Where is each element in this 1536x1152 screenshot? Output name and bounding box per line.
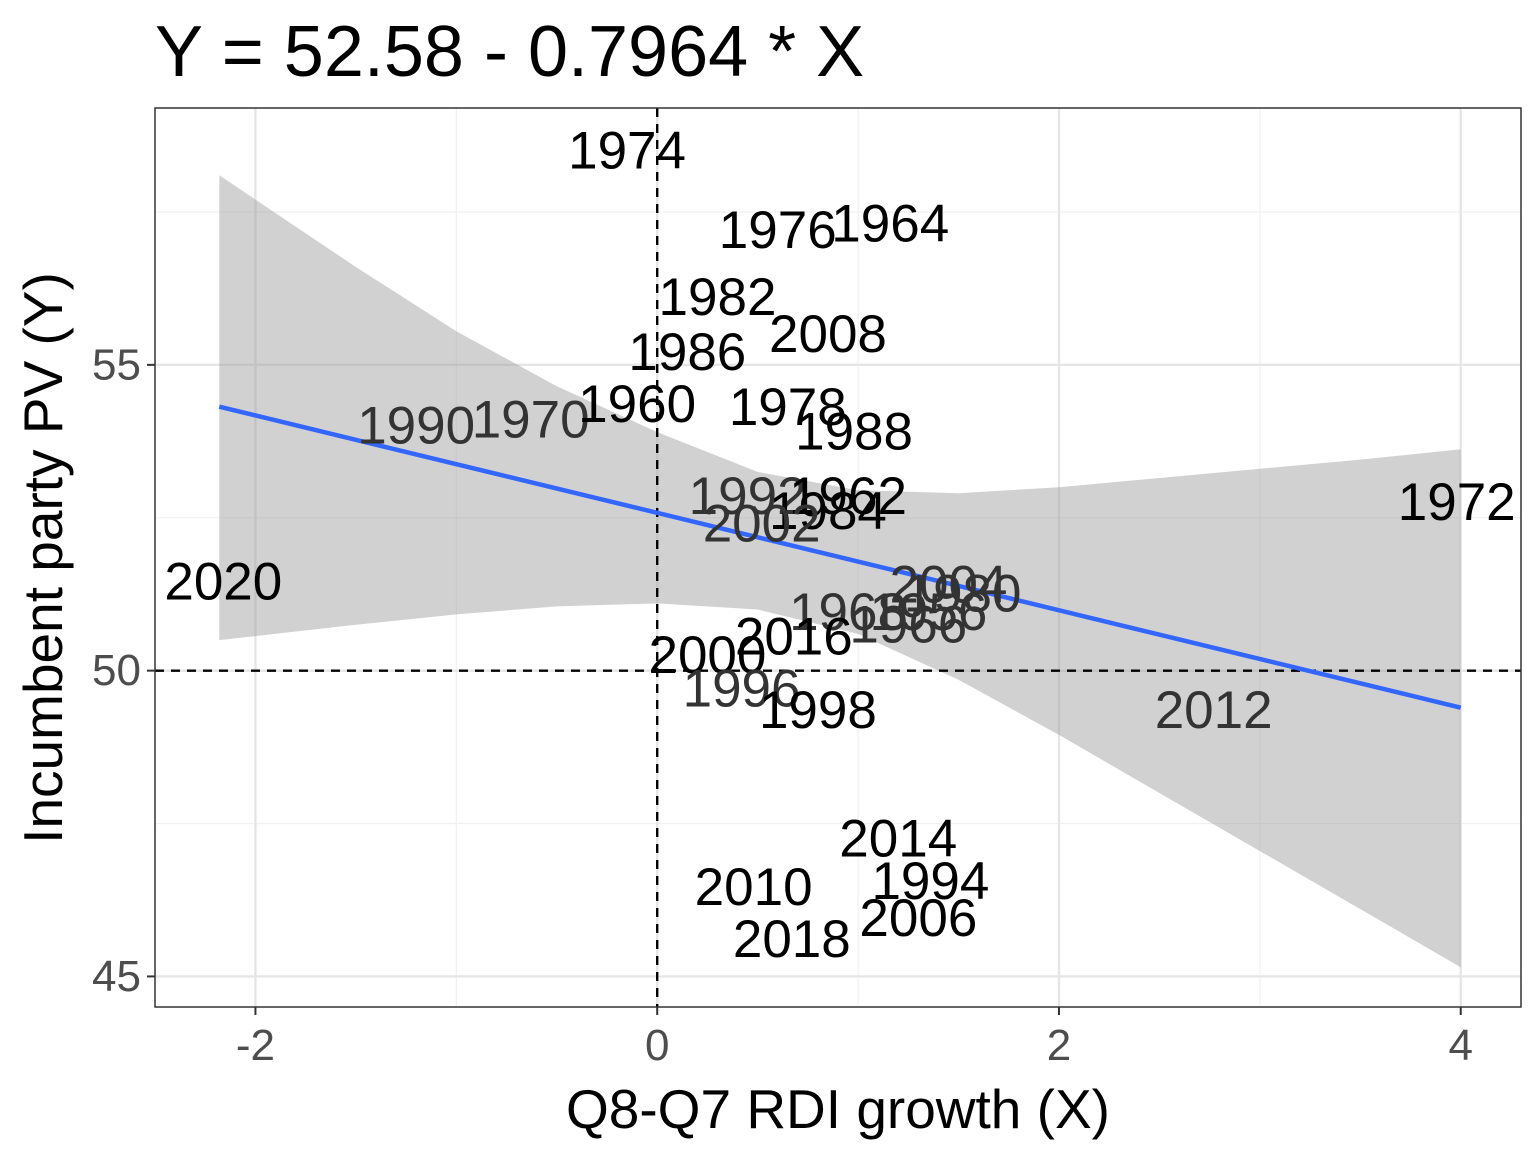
data-point-label-1964: 1964: [831, 195, 949, 254]
confidence-band: [219, 175, 1461, 968]
data-point-label-2014: 2014: [839, 809, 957, 868]
data-point-label-1988: 1988: [795, 403, 913, 462]
x-axis-title: Q8-Q7 RDI growth (X): [566, 1078, 1110, 1140]
data-point-label-1960: 1960: [578, 375, 696, 434]
data-point-label-1962: 1962: [789, 467, 907, 526]
data-point-label-1982: 1982: [659, 268, 777, 327]
panel-border: [154, 107, 1522, 1008]
data-point-label-1956: 1956: [869, 583, 987, 642]
data-point-label-2006: 2006: [859, 889, 977, 948]
data-point-label-2008: 2008: [769, 305, 887, 364]
data-point-label-2010: 2010: [695, 858, 813, 917]
data-point-label-2012: 2012: [1155, 681, 1273, 740]
data-point-label-2018: 2018: [733, 910, 851, 969]
data-point-label-1978: 1978: [729, 378, 847, 437]
x-tick-label: -2: [236, 1021, 275, 1070]
data-point-label-1986: 1986: [628, 323, 746, 382]
data-point-label-1992: 1992: [689, 467, 807, 526]
data-point-label-1994: 1994: [871, 852, 989, 911]
x-tick-label: 2: [1047, 1021, 1071, 1070]
y-tick-label: 55: [92, 340, 141, 389]
data-point-label-1976: 1976: [719, 201, 837, 260]
data-point-label-1996: 1996: [683, 659, 801, 718]
x-tick-label: 0: [645, 1021, 669, 1070]
data-point-label-1998: 1998: [759, 681, 877, 740]
data-point-label-2004: 2004: [890, 556, 1008, 615]
regression-line: [218, 404, 1462, 710]
data-point-label-1974: 1974: [568, 121, 686, 180]
data-point-label-1972: 1972: [1398, 473, 1516, 532]
data-point-label-1990: 1990: [357, 397, 475, 456]
data-point-label-1966: 1966: [849, 595, 967, 654]
y-tick-label: 50: [92, 646, 141, 695]
data-point-label-2016: 2016: [735, 608, 853, 667]
data-point-label-2000: 2000: [648, 626, 766, 685]
data-point-label-1984: 1984: [769, 482, 887, 541]
data-point-label-2002: 2002: [703, 494, 821, 553]
y-axis-title: Incumbent party PV (Y): [12, 272, 74, 844]
data-point-label-2020: 2020: [164, 552, 282, 611]
chart-title: Y = 52.58 - 0.7964 * X: [155, 12, 864, 92]
data-point-label-1968: 1968: [789, 583, 907, 642]
data-point-label-1980: 1980: [904, 565, 1022, 624]
y-tick-label: 45: [92, 952, 141, 1001]
x-tick-label: 4: [1448, 1021, 1472, 1070]
data-point-label-1970: 1970: [472, 390, 590, 449]
